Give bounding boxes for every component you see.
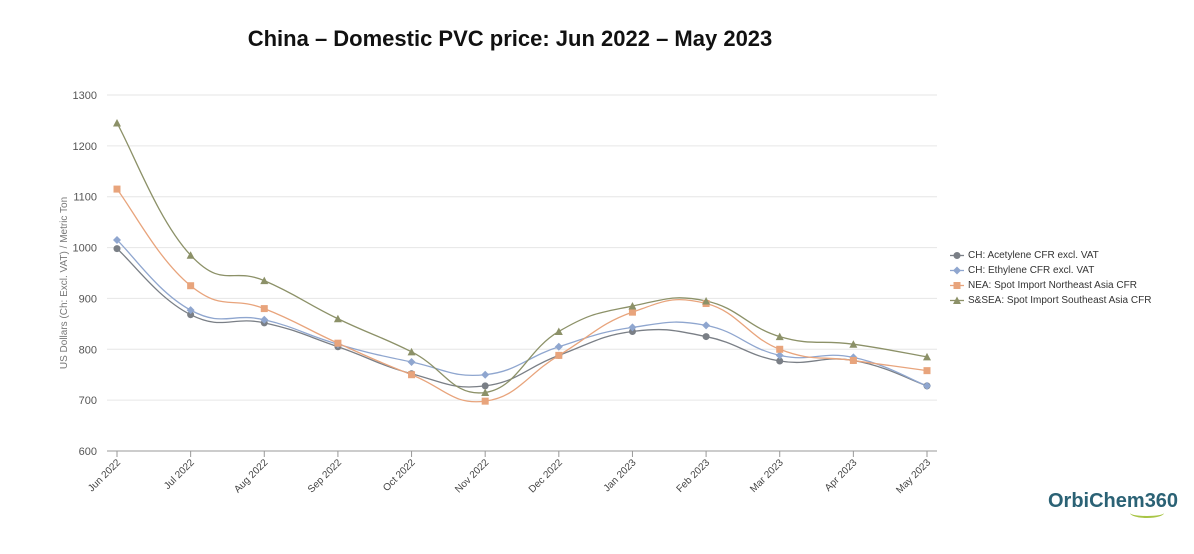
legend-item-3[interactable]: NEA: Spot Import Northeast Asia CFR bbox=[950, 278, 1151, 293]
y-tick-label: 1000 bbox=[73, 243, 97, 255]
legend-marker-circle bbox=[950, 252, 964, 259]
x-tick-label: Jul 2022 bbox=[162, 457, 197, 492]
x-tick-label: May 2023 bbox=[894, 457, 933, 496]
x-tick-label: Apr 2023 bbox=[823, 457, 860, 494]
y-tick-label: 700 bbox=[79, 395, 97, 407]
series-3-point bbox=[113, 185, 121, 193]
series-2-point bbox=[481, 370, 490, 379]
orbichem-logo: OrbiChem360 bbox=[1048, 490, 1178, 513]
series-4-point bbox=[186, 251, 195, 259]
series-3-point bbox=[334, 339, 342, 347]
series-3-point bbox=[776, 345, 784, 353]
series-line-2 bbox=[116, 239, 928, 387]
series-2-point bbox=[186, 306, 195, 315]
series-2-point bbox=[628, 323, 637, 332]
legend-label: NEA: Spot Import Northeast Asia CFR bbox=[968, 280, 1137, 291]
series-1-point bbox=[481, 382, 489, 390]
legend-label: CH: Acetylene CFR excl. VAT bbox=[968, 250, 1099, 261]
y-tick-label: 600 bbox=[79, 446, 97, 458]
series-4-point bbox=[113, 118, 121, 127]
series-3-point bbox=[849, 356, 857, 364]
x-tick-label: Feb 2023 bbox=[675, 457, 713, 495]
series-4-point bbox=[775, 332, 784, 341]
series-1-point bbox=[776, 357, 784, 365]
series-1-point bbox=[187, 311, 195, 319]
legend-label: S&SEA: Spot Import Southeast Asia CFR bbox=[968, 295, 1152, 306]
series-2-point bbox=[260, 315, 269, 324]
series-2-point bbox=[554, 342, 563, 351]
y-tick-label: 1200 bbox=[73, 141, 97, 153]
x-tick-label: Nov 2022 bbox=[453, 457, 491, 495]
series-4-point bbox=[333, 314, 342, 323]
y-tick-label: 1300 bbox=[73, 90, 97, 102]
y-tick-label: 800 bbox=[79, 344, 97, 356]
series-4-point bbox=[702, 296, 711, 305]
series-4-point bbox=[260, 276, 269, 285]
series-4-point bbox=[849, 340, 858, 348]
series-3-point bbox=[408, 371, 416, 379]
x-tick-label: Jan 2023 bbox=[602, 457, 639, 494]
series-3-point bbox=[923, 367, 931, 375]
x-tick-label: Jun 2022 bbox=[86, 457, 123, 494]
series-2-point bbox=[775, 351, 784, 360]
series-3-point bbox=[187, 282, 195, 290]
series-1-point bbox=[702, 333, 710, 341]
chart-title: China – Domestic PVC price: Jun 2022 – M… bbox=[247, 26, 773, 51]
y-tick-label: 1100 bbox=[73, 192, 97, 204]
x-tick-label: Dec 2022 bbox=[527, 457, 565, 495]
series-3-point bbox=[628, 308, 636, 316]
series-line-3 bbox=[116, 188, 928, 403]
logo-swoosh bbox=[1130, 508, 1164, 518]
logo-number: 360 bbox=[1144, 490, 1179, 512]
series-4-point bbox=[481, 388, 490, 397]
series-4-point bbox=[554, 327, 563, 335]
legend-marker-diamond bbox=[950, 266, 964, 275]
logo-text: OrbiChem bbox=[1048, 490, 1145, 512]
series-2-point bbox=[113, 235, 121, 244]
series-4-point bbox=[628, 302, 637, 310]
series-4-point bbox=[407, 347, 416, 356]
legend-item-1[interactable]: CH: Acetylene CFR excl. VAT bbox=[950, 248, 1151, 263]
legend-item-4[interactable]: S&SEA: Spot Import Southeast Asia CFR bbox=[950, 293, 1151, 308]
series-4-point bbox=[923, 352, 931, 361]
series-1-point bbox=[113, 245, 121, 253]
series-2-point bbox=[702, 321, 711, 330]
series-2-point bbox=[923, 381, 931, 390]
y-axis-title: US Dollars (Ch: Excl. VAT) / Metric Ton bbox=[59, 197, 70, 369]
legend-item-2[interactable]: CH: Ethylene CFR excl. VAT bbox=[950, 263, 1151, 278]
series-1-point bbox=[628, 327, 636, 335]
series-2-point bbox=[407, 358, 416, 366]
x-tick-label: Oct 2022 bbox=[381, 457, 418, 494]
x-tick-label: Sep 2022 bbox=[306, 457, 344, 495]
legend-marker-square bbox=[950, 282, 964, 289]
x-tick-label: Mar 2023 bbox=[748, 457, 786, 495]
x-tick-label: Aug 2022 bbox=[232, 457, 270, 495]
series-line-4 bbox=[116, 122, 928, 394]
legend-marker-triangle bbox=[950, 296, 964, 304]
series-3-point bbox=[481, 397, 489, 405]
series-3-point bbox=[555, 351, 563, 359]
series-3-point bbox=[260, 305, 268, 313]
legend-label: CH: Ethylene CFR excl. VAT bbox=[968, 265, 1095, 276]
chart-legend: CH: Acetylene CFR excl. VAT CH: Ethylene … bbox=[950, 248, 1151, 308]
y-tick-label: 900 bbox=[79, 293, 97, 305]
